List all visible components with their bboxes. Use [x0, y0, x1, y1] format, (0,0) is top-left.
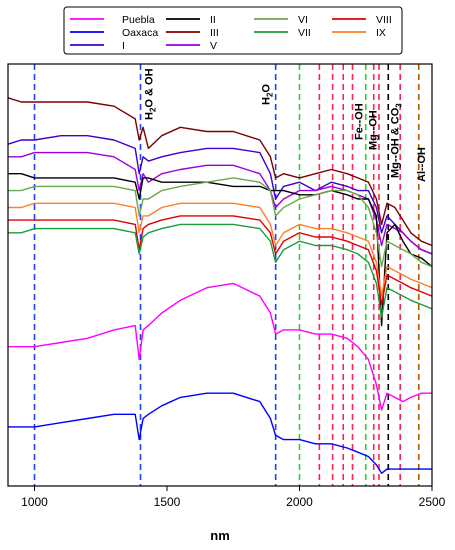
annotation-fe-oh: Fe--OH [353, 103, 365, 140]
annotation-al-oh: Al--OH [416, 147, 428, 182]
legend-label-iii: III [210, 27, 219, 39]
legend-label-ii: II [210, 14, 216, 26]
reference-lines [33, 64, 420, 486]
annotation-h2o: H2O [261, 84, 275, 105]
series-line-i [7, 135, 433, 255]
annotations: H2O & OH H2O Fe--OH Mg--OH Mg--OH & CO3 Al--O… [144, 68, 428, 182]
series-layer [7, 97, 433, 474]
series-line-puebla [8, 282, 432, 411]
legend-label-i: I [122, 40, 125, 52]
series-line-v [8, 151, 433, 255]
plot-frame [7, 63, 433, 487]
legend-box [63, 6, 403, 55]
series-line-iii [7, 97, 433, 247]
x-tick-label-2000: 2000 [286, 495, 313, 509]
series-line-ix [8, 202, 433, 297]
annotation-mg-oh-co3: Mg--OH & CO3 [389, 103, 403, 178]
series-line-viii [8, 215, 433, 306]
legend-label-viii: VIII [376, 14, 392, 26]
legend-label-vii: VII [298, 27, 311, 39]
legend-label-v: V [210, 40, 217, 52]
series-line-oaxaca [8, 392, 432, 474]
x-tick-label-1500: 1500 [154, 495, 181, 509]
x-axis: 1000 1500 2000 2500 [21, 486, 446, 509]
legend-label-ix: IX [376, 27, 386, 39]
series-line-vi [8, 177, 433, 268]
x-tick-label-2500: 2500 [419, 495, 446, 509]
x-tick-label-1000: 1000 [21, 495, 48, 509]
legend-label-vi: VI [298, 14, 308, 26]
x-axis-title: nm [210, 528, 230, 543]
legend-label-oaxaca: Oaxaca [122, 27, 158, 39]
annotation-h2o-oh: H2O & OH [144, 68, 158, 120]
legend-label-puebla: Puebla [122, 14, 155, 26]
annotation-mg-oh: Mg--OH [367, 110, 379, 150]
series-line-vii [8, 223, 433, 318]
